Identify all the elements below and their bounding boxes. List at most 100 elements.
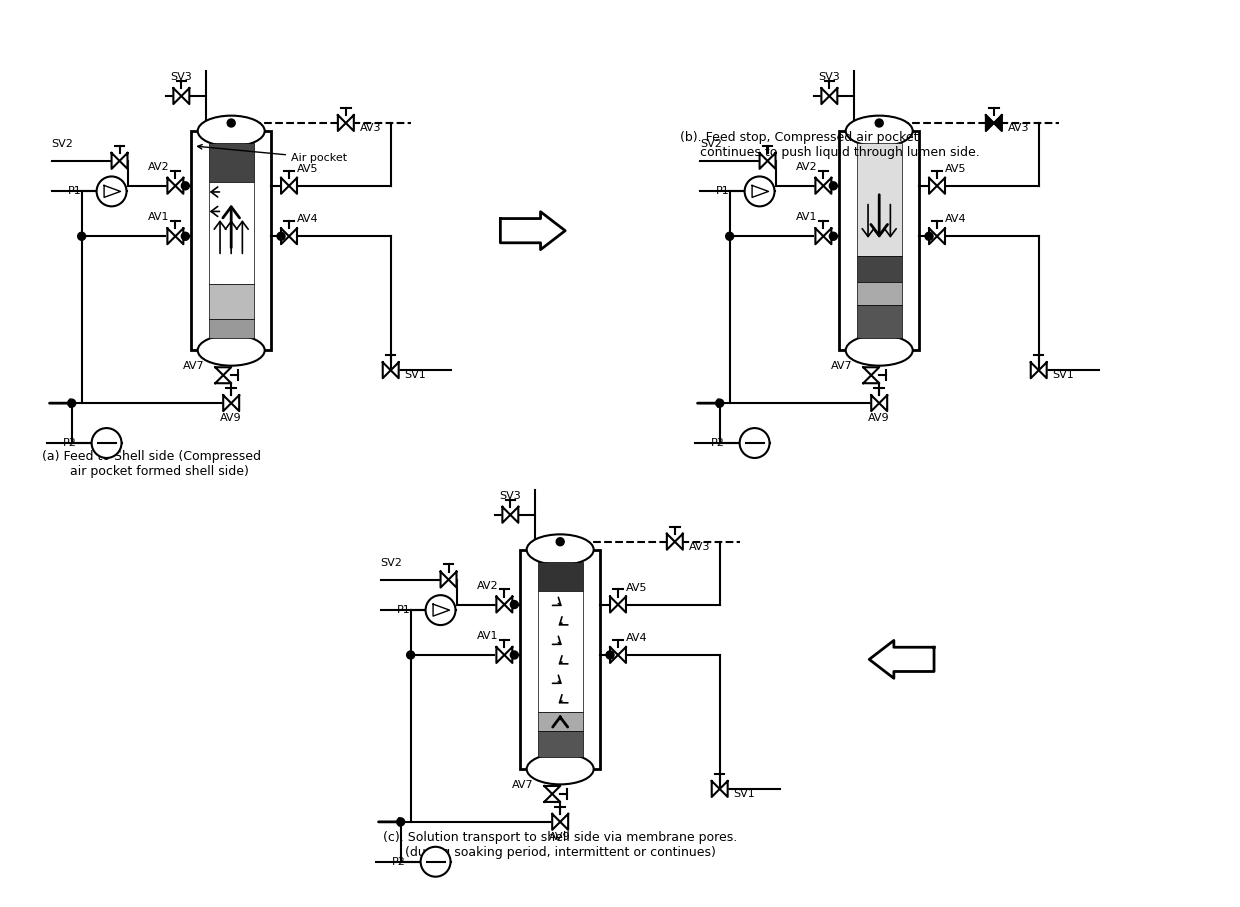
Ellipse shape (527, 754, 594, 785)
Text: P2: P2 (63, 438, 77, 448)
Polygon shape (872, 395, 879, 411)
Polygon shape (167, 229, 175, 244)
Circle shape (739, 428, 770, 458)
Polygon shape (929, 229, 937, 244)
Bar (208, 182, 253, 284)
Polygon shape (830, 88, 837, 104)
Text: AV5: AV5 (298, 164, 319, 174)
Polygon shape (391, 362, 399, 378)
Polygon shape (993, 115, 1002, 131)
Bar (857, 257, 901, 281)
Circle shape (830, 181, 837, 190)
Circle shape (744, 177, 775, 207)
Polygon shape (433, 604, 450, 616)
Text: SV2: SV2 (381, 558, 403, 568)
Bar (521, 550, 600, 769)
Circle shape (397, 818, 404, 826)
Text: P2: P2 (392, 857, 405, 867)
Text: SV1: SV1 (404, 370, 427, 380)
Polygon shape (223, 395, 231, 411)
Ellipse shape (197, 335, 264, 366)
Polygon shape (496, 647, 505, 663)
Circle shape (68, 399, 76, 407)
Polygon shape (986, 115, 993, 131)
Text: SV3: SV3 (500, 491, 521, 501)
Polygon shape (719, 781, 728, 797)
Circle shape (407, 651, 414, 659)
Polygon shape (618, 597, 626, 612)
Bar (208, 318, 253, 338)
Polygon shape (937, 178, 945, 194)
Circle shape (425, 595, 455, 625)
Text: AV2: AV2 (148, 161, 169, 171)
Ellipse shape (846, 115, 913, 146)
Text: AV9: AV9 (868, 413, 890, 423)
Text: AV2: AV2 (476, 580, 498, 590)
Polygon shape (552, 814, 560, 830)
Polygon shape (667, 533, 675, 550)
Circle shape (606, 651, 614, 659)
Polygon shape (289, 229, 298, 244)
Text: AV5: AV5 (945, 164, 966, 174)
Polygon shape (181, 88, 190, 104)
Polygon shape (760, 153, 768, 169)
Text: AV9: AV9 (221, 413, 242, 423)
Text: AV3: AV3 (1008, 123, 1029, 133)
Polygon shape (289, 178, 298, 194)
Bar (191, 131, 272, 350)
Polygon shape (821, 88, 830, 104)
Text: AV7: AV7 (511, 780, 533, 790)
Polygon shape (929, 178, 937, 194)
Text: P2: P2 (711, 438, 724, 448)
Polygon shape (869, 640, 934, 678)
Polygon shape (502, 507, 511, 522)
Text: P1: P1 (397, 605, 410, 615)
Circle shape (511, 651, 518, 659)
Text: AV7: AV7 (831, 361, 852, 371)
Bar (538, 712, 583, 731)
Text: AV3: AV3 (688, 541, 711, 551)
Text: SV1: SV1 (1053, 370, 1074, 380)
Circle shape (557, 538, 564, 546)
Polygon shape (505, 597, 512, 612)
Polygon shape (823, 229, 831, 244)
Polygon shape (501, 211, 565, 249)
Ellipse shape (197, 115, 264, 146)
Text: SV2: SV2 (52, 139, 73, 149)
Polygon shape (863, 367, 879, 375)
Text: AV4: AV4 (945, 214, 967, 224)
Polygon shape (712, 781, 719, 797)
Polygon shape (440, 571, 449, 588)
Bar (857, 143, 901, 257)
Polygon shape (281, 229, 289, 244)
Polygon shape (1039, 362, 1047, 378)
Circle shape (511, 600, 518, 609)
Circle shape (925, 232, 932, 240)
Text: SV1: SV1 (734, 789, 755, 799)
Polygon shape (281, 178, 289, 194)
Text: (c). Solution transport to shell side via membrane pores.
(during soaking period: (c). Solution transport to shell side vi… (383, 831, 738, 859)
Text: AV9: AV9 (549, 832, 570, 842)
Polygon shape (511, 507, 518, 522)
Polygon shape (863, 375, 879, 384)
Circle shape (97, 177, 126, 207)
Bar (538, 562, 583, 591)
Polygon shape (496, 597, 505, 612)
Bar (538, 591, 583, 712)
Circle shape (277, 232, 285, 240)
Polygon shape (174, 88, 181, 104)
Polygon shape (823, 178, 831, 194)
Polygon shape (175, 229, 184, 244)
Text: AV5: AV5 (626, 582, 647, 592)
Bar (857, 305, 901, 338)
Polygon shape (175, 178, 184, 194)
Circle shape (227, 119, 236, 127)
Bar (839, 131, 919, 350)
Text: SV3: SV3 (170, 73, 192, 83)
Polygon shape (544, 786, 560, 794)
Bar (208, 284, 253, 318)
Polygon shape (104, 185, 120, 198)
Text: (b). Feed stop, Compressed air pocket
     continues to push liquid through lume: (b). Feed stop, Compressed air pocket co… (680, 131, 980, 159)
Polygon shape (544, 794, 560, 802)
Text: Air pocket: Air pocket (197, 144, 347, 163)
